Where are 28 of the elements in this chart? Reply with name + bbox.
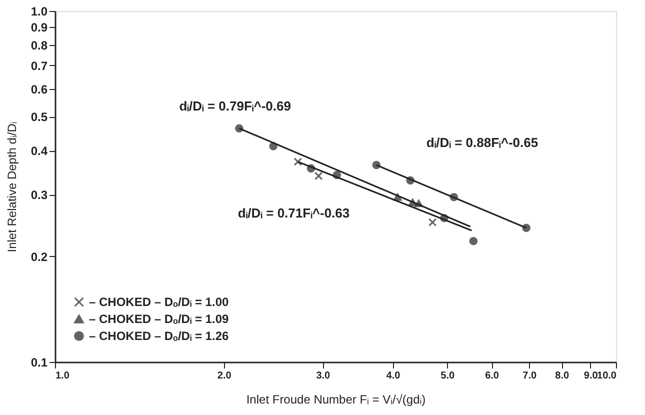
x-tick-label: 8.0 [555,370,570,382]
y-tick-label: 0.4 [30,144,48,158]
y-tick-label: 0.7 [30,58,48,73]
y-tick-label: 0.9 [30,20,48,35]
x-tick-label: 10.0 [597,370,617,382]
legend-label: – CHOKED – Dₒ/Dᵢ = 1.26 [89,329,229,343]
x-tick-label: 6.0 [485,370,500,382]
x-tick-label: 2.0 [217,370,232,382]
y-tick-label: 0.6 [30,82,48,96]
y-tick-label: 0.2 [30,250,48,264]
x-tick-label: 7.0 [522,370,537,382]
series-label: dᵢ/Dᵢ = 0.71Fᵢ^-0.63 [238,206,350,221]
x-tick-label: 5.0 [440,370,456,382]
y-tick-label: 1.0 [30,4,48,18]
x-axis-title: Inlet Froude Number Fᵢ = Vᵢ/√(gdᵢ) [246,392,426,406]
legend-label: – CHOKED – Dₒ/Dᵢ = 1.09 [89,312,229,326]
series-label: dᵢ/Dᵢ = 0.79Fᵢ^-0.69 [179,98,291,114]
x-tick-label: 4.0 [386,370,401,382]
text: dᵢ/Dᵢ = 0.88Fᵢ^-0.65 [426,135,538,150]
y-tick-label: 0.1 [30,356,48,370]
x-tick-label: 3.0 [316,370,331,382]
y-tick-label: 0.3 [30,188,48,202]
y-tick-label: 0.8 [30,38,48,53]
y-tick-label: 0.5 [30,110,48,124]
legend-label: – CHOKED – Dₒ/Dᵢ = 1.00 [89,295,229,309]
x-tick-label: 1.0 [56,370,70,382]
y-axis-title: Inlet Relative Depth dᵢ/Dᵢ [4,122,19,252]
x-tick-label: 9.0 [584,370,598,382]
